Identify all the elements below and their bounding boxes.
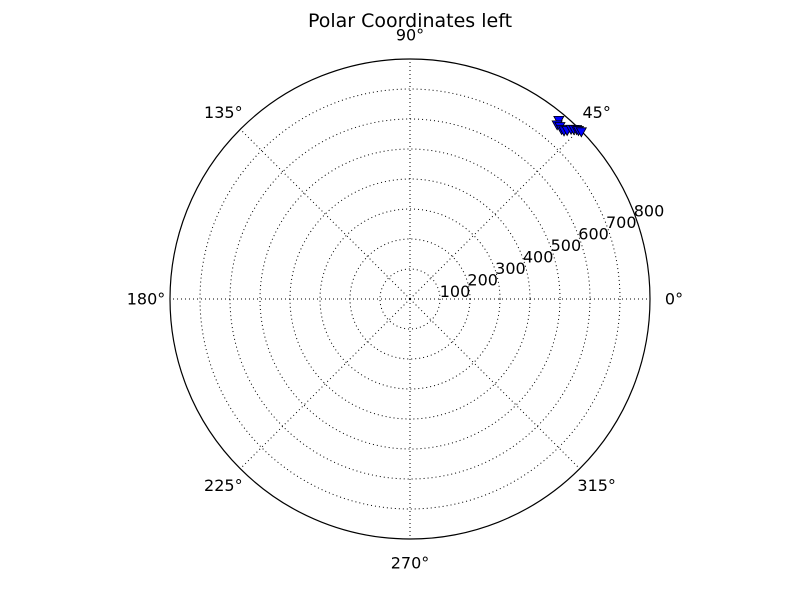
angular-gridline	[409, 298, 581, 470]
radial-tick-label: 700	[606, 213, 637, 232]
radial-gridline	[199, 88, 621, 510]
angular-tick-label: 135°	[204, 103, 243, 122]
angular-tick-label: 45°	[582, 103, 610, 122]
marker-layer	[551, 115, 588, 138]
angular-gridline	[409, 128, 581, 300]
radial-tick-label: 600	[578, 225, 609, 244]
angular-tick-label: 315°	[577, 476, 616, 495]
angular-tick-label: 225°	[204, 476, 243, 495]
polar-frame	[169, 58, 651, 540]
radial-gridline	[259, 148, 561, 450]
radial-tick-label: 400	[523, 248, 554, 267]
radial-tick-label: 300	[495, 259, 526, 278]
radial-tick-label: 200	[467, 271, 498, 290]
radial-gridline	[379, 268, 441, 330]
angular-gridline	[239, 128, 411, 300]
tick-layer: 0° 45° 90° 135° 180° 225° 270° 315° 100200300400…	[127, 26, 683, 573]
polar-origin	[408, 297, 412, 301]
angular-tick-label: 90°	[396, 26, 424, 45]
grid-layer	[169, 58, 651, 540]
radial-tick-label: 100	[440, 282, 471, 301]
chart-title: Polar Coordinates left	[307, 10, 513, 32]
angular-gridline	[239, 298, 411, 470]
angular-tick-label: 0°	[665, 290, 683, 309]
radial-gridline	[319, 208, 501, 390]
radial-tick-label: 800	[634, 202, 665, 221]
data-point	[575, 127, 588, 138]
radial-tick-label: 500	[551, 236, 582, 255]
angular-tick-label: 180°	[127, 290, 166, 309]
angular-tick-label: 270°	[391, 554, 430, 573]
